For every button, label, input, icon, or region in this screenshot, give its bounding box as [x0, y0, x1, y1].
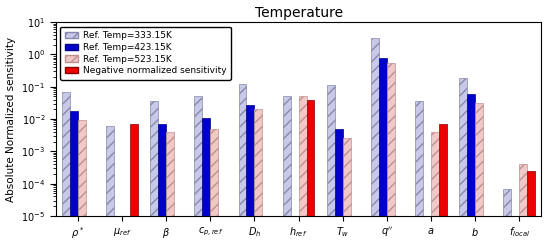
- Bar: [306, 100, 315, 247]
- Bar: [379, 59, 387, 247]
- Bar: [387, 63, 395, 247]
- Bar: [62, 92, 70, 247]
- Bar: [335, 129, 343, 247]
- Bar: [150, 102, 158, 247]
- Bar: [519, 164, 527, 247]
- Bar: [475, 103, 483, 247]
- Bar: [439, 124, 447, 247]
- Bar: [327, 85, 335, 247]
- Bar: [503, 189, 511, 247]
- Bar: [459, 79, 467, 247]
- Y-axis label: Absolute Normalized sensitivity: Absolute Normalized sensitivity: [5, 37, 15, 202]
- Title: Temperature: Temperature: [254, 5, 342, 20]
- Bar: [299, 96, 306, 247]
- Bar: [158, 124, 166, 247]
- Bar: [415, 102, 423, 247]
- Bar: [343, 139, 351, 247]
- Bar: [78, 121, 86, 247]
- Bar: [238, 84, 247, 247]
- Bar: [202, 118, 210, 247]
- Bar: [431, 132, 439, 247]
- Bar: [106, 126, 114, 247]
- Bar: [247, 104, 254, 247]
- Bar: [527, 171, 536, 247]
- Bar: [283, 96, 290, 247]
- Bar: [130, 124, 138, 247]
- Legend: Ref. Temp=333.15K, Ref. Temp=423.15K, Ref. Temp=523.15K, Negative normalized sen: Ref. Temp=333.15K, Ref. Temp=423.15K, Re…: [60, 27, 231, 80]
- Bar: [467, 94, 475, 247]
- Bar: [166, 132, 174, 247]
- Bar: [210, 129, 218, 247]
- Bar: [254, 109, 263, 247]
- Bar: [194, 96, 202, 247]
- Bar: [70, 111, 78, 247]
- Bar: [371, 38, 379, 247]
